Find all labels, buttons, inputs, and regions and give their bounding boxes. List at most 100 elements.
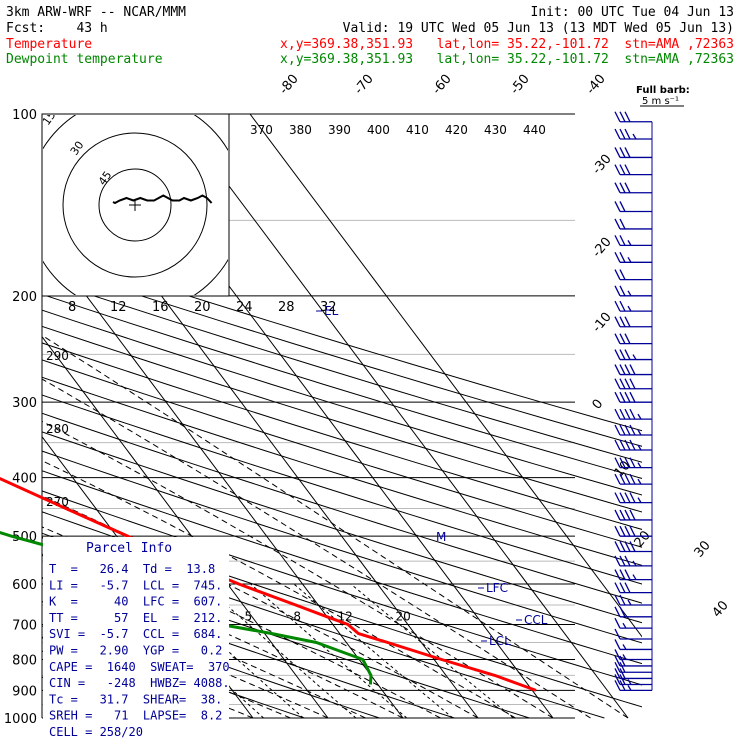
parcel-row: LI = -5.7 LCL = 745.: [49, 578, 222, 592]
mixing-ratio-line: [350, 583, 514, 719]
barb-full: [619, 164, 626, 175]
barb-full: [614, 300, 621, 312]
barb-full: [619, 128, 626, 140]
parcel-info-box: Parcel Info T = 26.4 Td = 13.8 LI = -5.7 L…: [43, 537, 230, 739]
barb-full: [624, 364, 631, 375]
theta-label: 400: [367, 123, 390, 137]
dry-adiabat: [42, 490, 642, 686]
isotherm-label: 40: [710, 598, 732, 620]
dry-adiabat: [42, 394, 642, 585]
barb-full: [624, 316, 631, 328]
barb-full: [614, 674, 621, 685]
lfc-marker: LFC: [486, 581, 508, 595]
mixing-ratio-label: 20: [395, 609, 410, 623]
parcel-box-bg: [43, 537, 229, 727]
barb-full: [624, 424, 631, 436]
barb-half: [637, 497, 642, 503]
pressure-tick-label: 900: [12, 684, 37, 699]
barb-full: [629, 457, 636, 468]
barb-full: [614, 111, 621, 123]
wind-barb: [614, 300, 652, 312]
temperature-location: x,y=369.38,351.93 lat,lon= 35.22,-101.72…: [280, 37, 734, 52]
barb-full: [624, 457, 631, 468]
parcel-row: CELL = 258/20: [49, 725, 143, 739]
wind-barb: [614, 617, 652, 629]
barb-full: [619, 333, 626, 344]
temperature-profile: [0, 476, 537, 692]
barb-full: [629, 439, 636, 451]
barb-half: [622, 654, 627, 660]
isotherm-label: -60: [430, 72, 455, 98]
sounding-profiles: [0, 476, 537, 692]
pressure-tick-label: 300: [12, 396, 37, 411]
barb-full: [619, 364, 626, 375]
wind-barb: [614, 668, 652, 680]
barb-half: [632, 133, 637, 140]
barb-full: [619, 269, 626, 280]
wind-barbs: Full barb:5 m s⁻¹: [614, 85, 690, 692]
barb-full: [614, 525, 621, 537]
hodograph-ring: [62, 132, 208, 278]
barb-full: [629, 525, 636, 537]
barb-half: [622, 644, 627, 650]
barb-full: [624, 408, 631, 420]
barb-full: [619, 492, 626, 503]
dewpoint-profile: [0, 530, 373, 685]
wind-barb: [614, 680, 652, 692]
barb-full: [619, 569, 626, 580]
forecast-hour: Fcst: 43 h: [6, 21, 108, 36]
barb-full: [624, 473, 631, 485]
barb-full: [629, 492, 636, 503]
pressure-tick-label: 100: [12, 108, 37, 123]
barb-full: [614, 218, 621, 230]
hodograph-speed-label: 32: [320, 300, 337, 315]
theta-label: 390: [328, 123, 351, 137]
barb-full: [614, 424, 621, 436]
barb-full: [619, 525, 626, 537]
hodograph-speed-label: 24: [236, 300, 253, 315]
isotherm-label: -80: [277, 72, 302, 98]
barb-full: [619, 111, 626, 123]
moist-adiabat: [42, 553, 404, 719]
barb-full: [624, 439, 631, 451]
theta-label: 420: [445, 123, 468, 137]
parcel-row: CIN = -248 HWBZ= 4088.: [49, 676, 230, 690]
parcel-row: PW = 2.90 YGP = 0.2: [49, 644, 222, 658]
wind-barb: [614, 218, 652, 230]
barb-full: [619, 251, 626, 263]
barb-full: [614, 668, 621, 679]
wind-barb: [614, 128, 652, 140]
isotherm-label: 0: [590, 397, 607, 413]
barb-full: [624, 391, 631, 403]
barb-full: [624, 147, 631, 158]
dry-adiabat: [42, 450, 642, 644]
barb-full: [619, 147, 626, 158]
barb-full: [619, 509, 626, 521]
barb-full: [614, 269, 621, 280]
ccl-marker: CCL: [524, 613, 548, 627]
isotherm-label: -50: [508, 72, 533, 98]
parcel-row: Tc = 31.7 SHEAR= 38.: [49, 692, 222, 706]
wind-barb: [614, 639, 652, 651]
barb-half: [637, 413, 642, 420]
hodograph-speed-label: 20: [194, 300, 211, 315]
wind-barb: [614, 492, 652, 504]
wind-barb: [614, 457, 652, 469]
dry-adiabat: [42, 248, 642, 432]
barb-full: [614, 128, 621, 140]
mixing-ratio-label: 5: [245, 609, 253, 623]
isotherm-label: -20: [590, 235, 615, 261]
wind-barb: [614, 349, 652, 361]
barb-full: [614, 201, 621, 212]
parcel-row: SREH = 71 LAPSE= 8.2: [49, 709, 222, 723]
isotherm-label: -40: [584, 72, 609, 98]
barb-full: [614, 606, 621, 618]
dewpoint-location: x,y=369.38,351.93 lat,lon= 35.22,-101.72…: [280, 52, 734, 67]
theta-label: 370: [250, 123, 273, 137]
barb-full: [624, 111, 631, 123]
hodograph-speed-label: 12: [110, 300, 127, 315]
hodograph-ring: [98, 168, 172, 242]
wind-barb: [614, 316, 652, 328]
